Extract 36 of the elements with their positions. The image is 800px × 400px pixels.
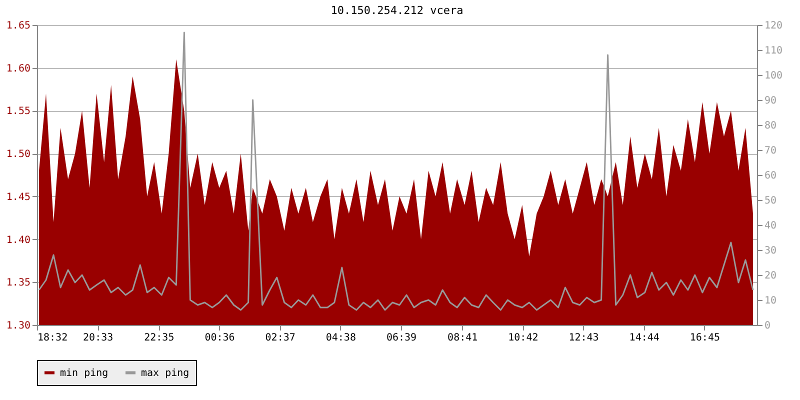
x-tick-label: 22:35 [144, 332, 174, 344]
y2-tick-label: 110 [764, 46, 783, 56]
y2-tick-label: 50 [764, 196, 777, 206]
y2-tick-label: 30 [764, 246, 777, 256]
y2-tick-label: 100 [764, 70, 783, 82]
x-tick-label: 04:38 [326, 332, 356, 344]
y2-tick-label: 80 [764, 120, 777, 132]
x-tick-label: 10:42 [508, 332, 538, 344]
y2-tick-label: 10 [764, 296, 777, 306]
y2-tick-label: 20 [764, 270, 777, 282]
x-tick-label: 12:43 [568, 332, 599, 344]
x-tick-label: 20:33 [83, 332, 114, 344]
x-tick-label: 08:41 [448, 332, 478, 344]
y-tick-label: 1.40 [6, 234, 30, 246]
y2-tick-label: 70 [764, 146, 777, 156]
y2-tick-label: 40 [764, 220, 777, 232]
y2-tick-label: 90 [764, 96, 777, 106]
x-tick-label: 00:36 [204, 332, 235, 344]
y2-tick-label: 120 [764, 20, 783, 32]
y-tick-label: 1.30 [6, 320, 30, 332]
x-tick-label: 16:45 [690, 332, 720, 344]
y-tick-label: 1.65 [6, 20, 30, 32]
y-tick-label: 1.55 [6, 106, 30, 118]
legend-label: max ping [141, 368, 190, 379]
y2-tick-label: 60 [764, 170, 777, 182]
x-tick-label: 14:44 [629, 332, 660, 344]
y2-tick-label: 0 [764, 320, 771, 332]
y-tick-label: 1.45 [6, 192, 30, 203]
legend-label: min ping [60, 368, 108, 379]
x-tick-label: 06:39 [386, 332, 417, 344]
y-tick-label: 1.35 [6, 278, 30, 289]
x-tick-label: 18:32 [38, 332, 68, 344]
chart-title: 10.150.254.212 vcera [330, 4, 464, 17]
y-tick-label: 1.60 [6, 63, 30, 74]
x-tick-label: 02:37 [265, 332, 296, 344]
y-tick-label: 1.50 [6, 149, 30, 160]
